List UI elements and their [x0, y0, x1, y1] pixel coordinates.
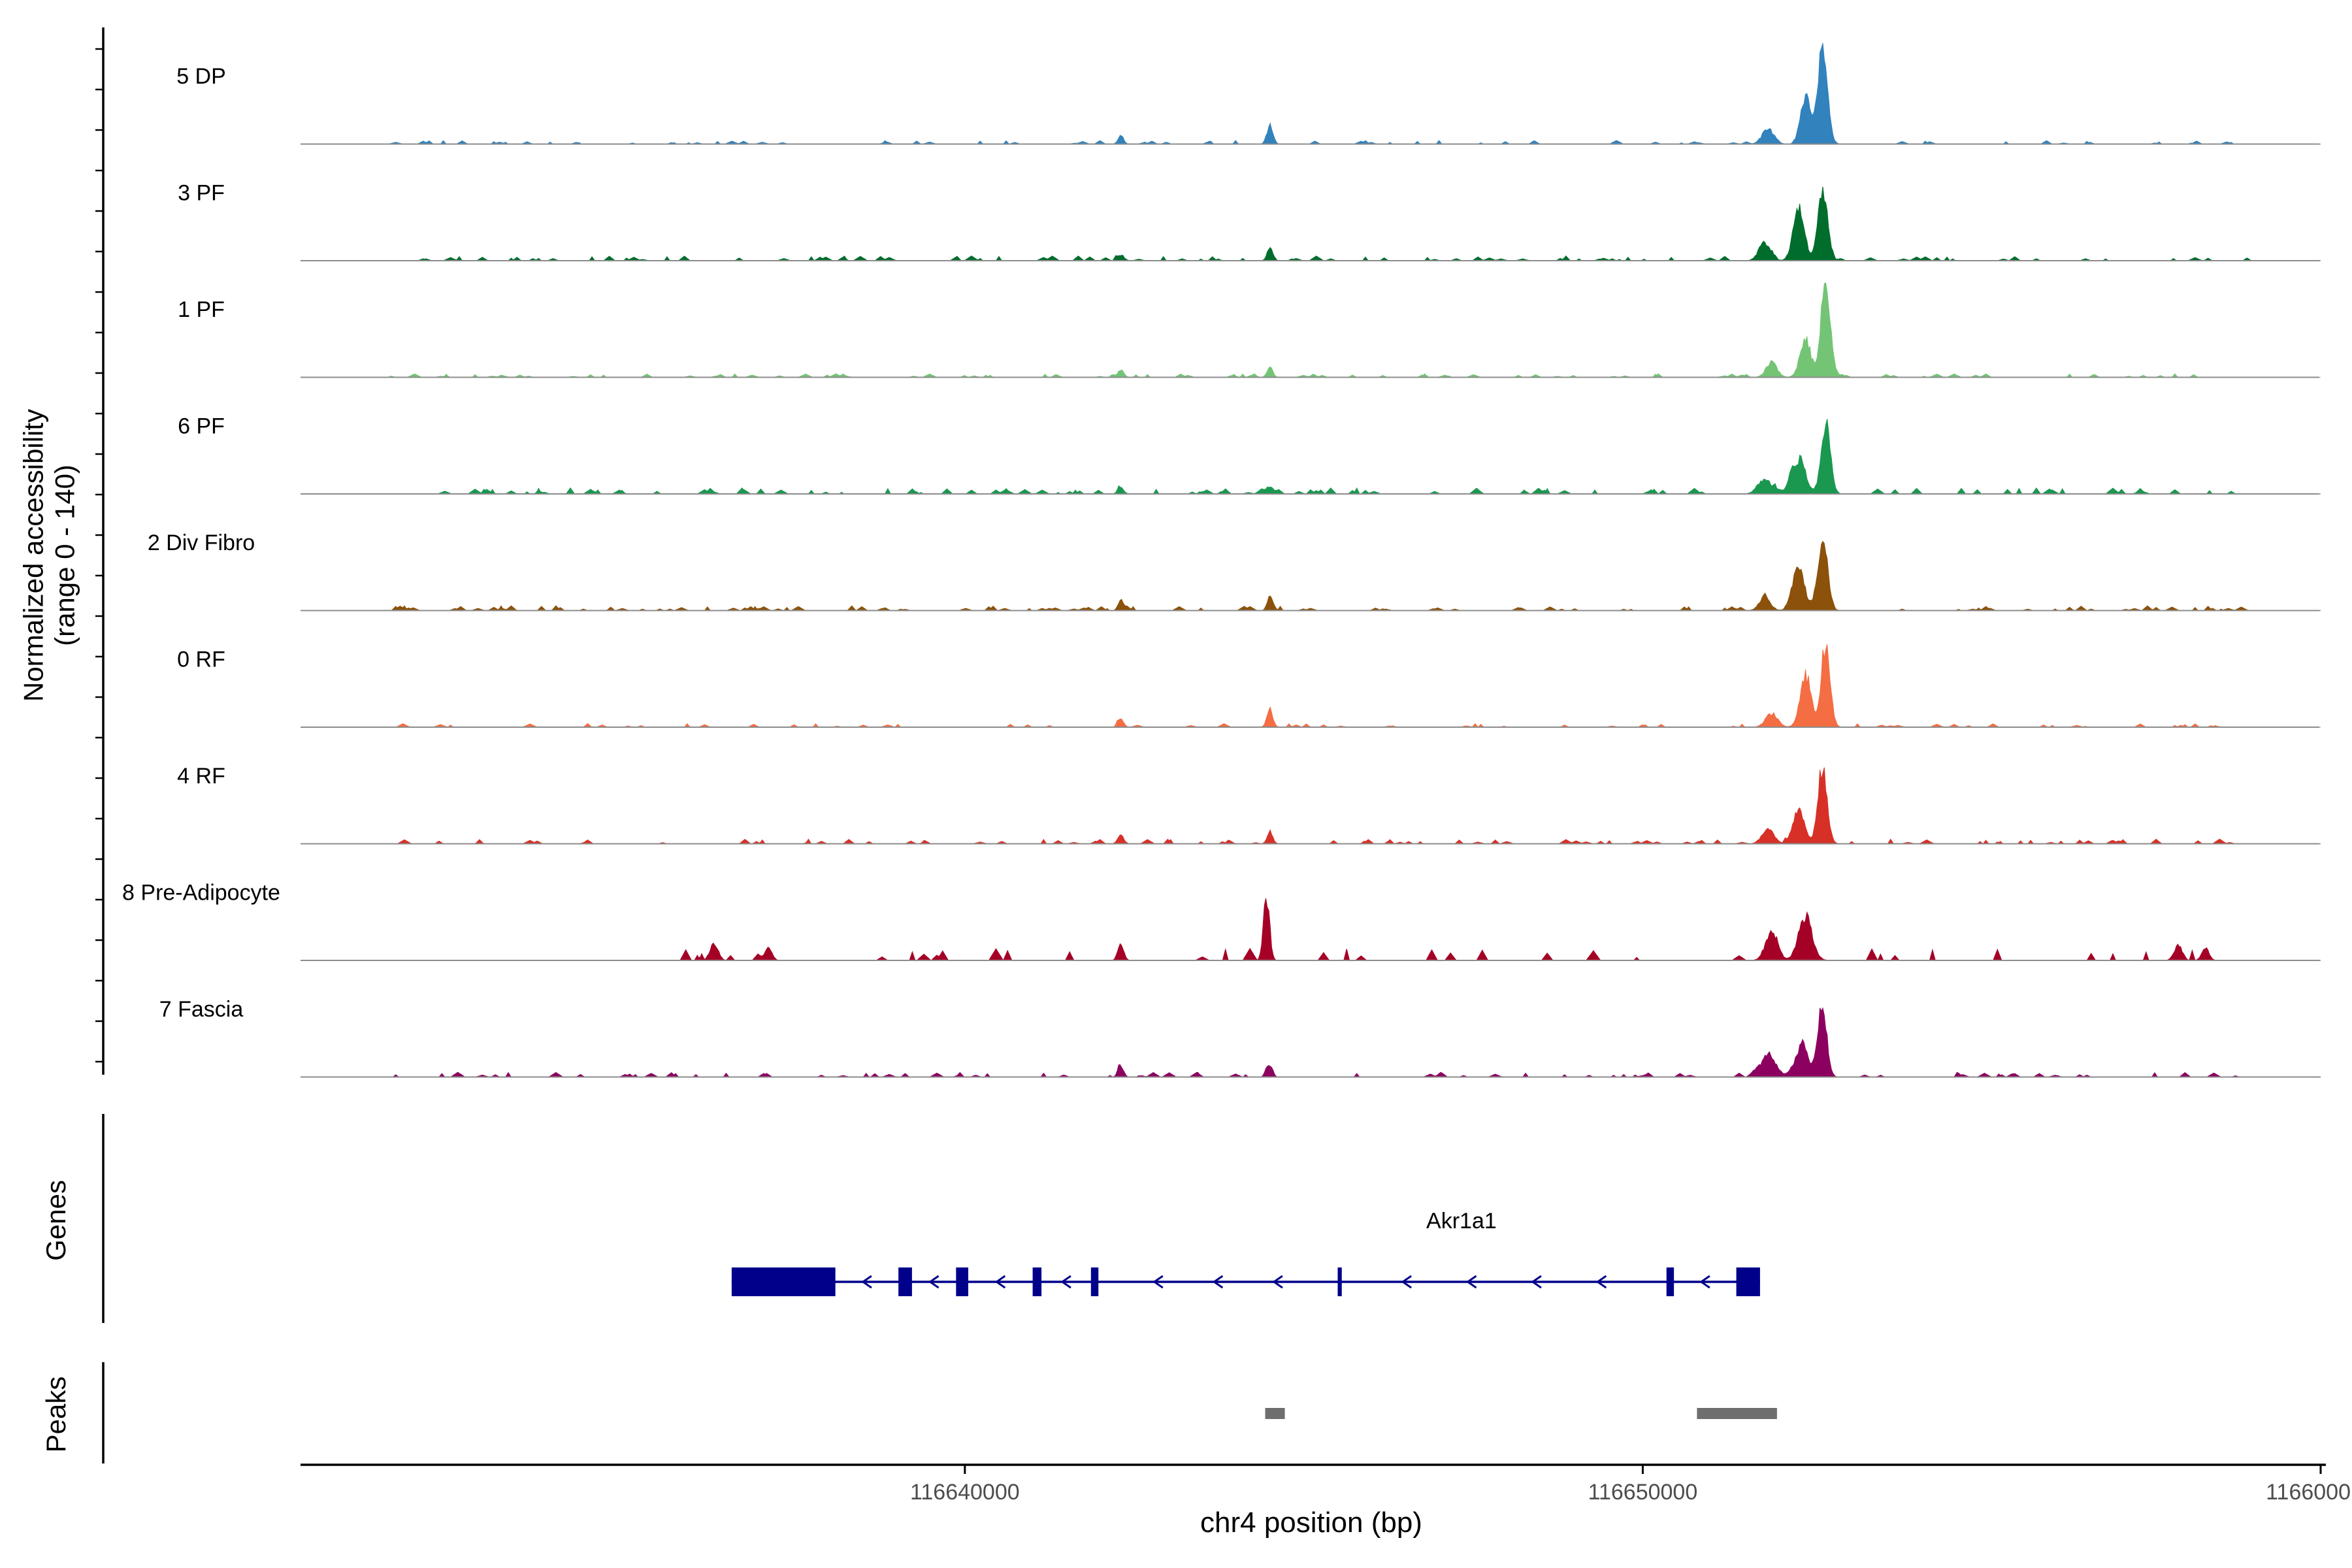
gene-exon — [1032, 1267, 1042, 1296]
track-2-div-fibro: 2 Div Fibro — [148, 531, 2321, 612]
track-label: 1 PF — [178, 297, 225, 322]
x-tick-label: 116640000 — [910, 1480, 1020, 1505]
strand-chevron — [861, 1275, 872, 1289]
strand-chevron — [1212, 1275, 1224, 1289]
gene-track: Akr1a1 — [731, 1209, 1760, 1296]
x-tick-label: 1166000 — [2266, 1480, 2351, 1505]
genes-track-label: Genes — [41, 1180, 71, 1261]
track-label: 7 Fascia — [159, 997, 244, 1022]
strand-chevron — [1699, 1275, 1710, 1289]
x-axis-title: chr4 position (bp) — [1200, 1507, 1422, 1539]
strand-chevron — [1595, 1275, 1607, 1289]
track-label: 3 PF — [178, 181, 225, 206]
track-3-pf: 3 PF — [178, 181, 2321, 261]
track-label: 6 PF — [178, 414, 225, 439]
track-6-pf: 6 PF — [178, 414, 2321, 495]
strand-chevron — [1531, 1275, 1542, 1289]
gene-exon — [1736, 1267, 1760, 1296]
strand-chevron — [1152, 1275, 1164, 1289]
track-label: 4 RF — [177, 764, 225, 789]
track-7-fascia: 7 Fascia — [159, 997, 2321, 1078]
gene-exon — [1337, 1267, 1342, 1296]
coverage-bracket-ticks — [95, 48, 103, 1063]
gene-exon — [1666, 1267, 1674, 1296]
track-1-pf: 1 PF — [178, 282, 2321, 378]
strand-chevron — [994, 1275, 1006, 1289]
gene-exon — [731, 1267, 836, 1296]
track-label: 5 DP — [176, 64, 226, 89]
x-tick-label: 116650000 — [1588, 1480, 1698, 1505]
y-axis-title: Normalized accessibility(range 0 - 140) — [18, 409, 80, 702]
peaks-track — [1265, 1408, 1777, 1419]
peaks-track-label: Peaks — [41, 1377, 71, 1453]
track-label: 2 Div Fibro — [148, 531, 255, 555]
track-0-rf: 0 RF — [177, 644, 2321, 728]
x-axis-ticks: 116640000 116650000 1166000 — [910, 1465, 2351, 1505]
track-5-dp: 5 DP — [176, 42, 2321, 145]
peak-region — [1265, 1408, 1285, 1419]
track-label: 0 RF — [177, 647, 225, 672]
gene-exon — [1090, 1267, 1099, 1296]
strand-chevron — [1401, 1275, 1412, 1289]
gene-name-label: Akr1a1 — [1426, 1209, 1497, 1233]
gene-exon — [898, 1267, 912, 1296]
track-8-pre-adipocyte: 8 Pre-Adipocyte — [122, 881, 2321, 962]
strand-chevron — [928, 1275, 939, 1289]
track-label: 8 Pre-Adipocyte — [122, 881, 280, 906]
coverage-tracks: 5 DP 3 PF 1 PF 6 PF 2 Div Fibro 0 RF 4 RF 8 Pre… — [122, 42, 2321, 1078]
strand-chevron — [1060, 1275, 1071, 1289]
gene-exon — [956, 1267, 969, 1296]
peak-region — [1697, 1408, 1777, 1419]
strand-chevron — [1272, 1275, 1283, 1289]
track-4-rf: 4 RF — [177, 764, 2321, 845]
strand-chevron — [1465, 1275, 1477, 1289]
